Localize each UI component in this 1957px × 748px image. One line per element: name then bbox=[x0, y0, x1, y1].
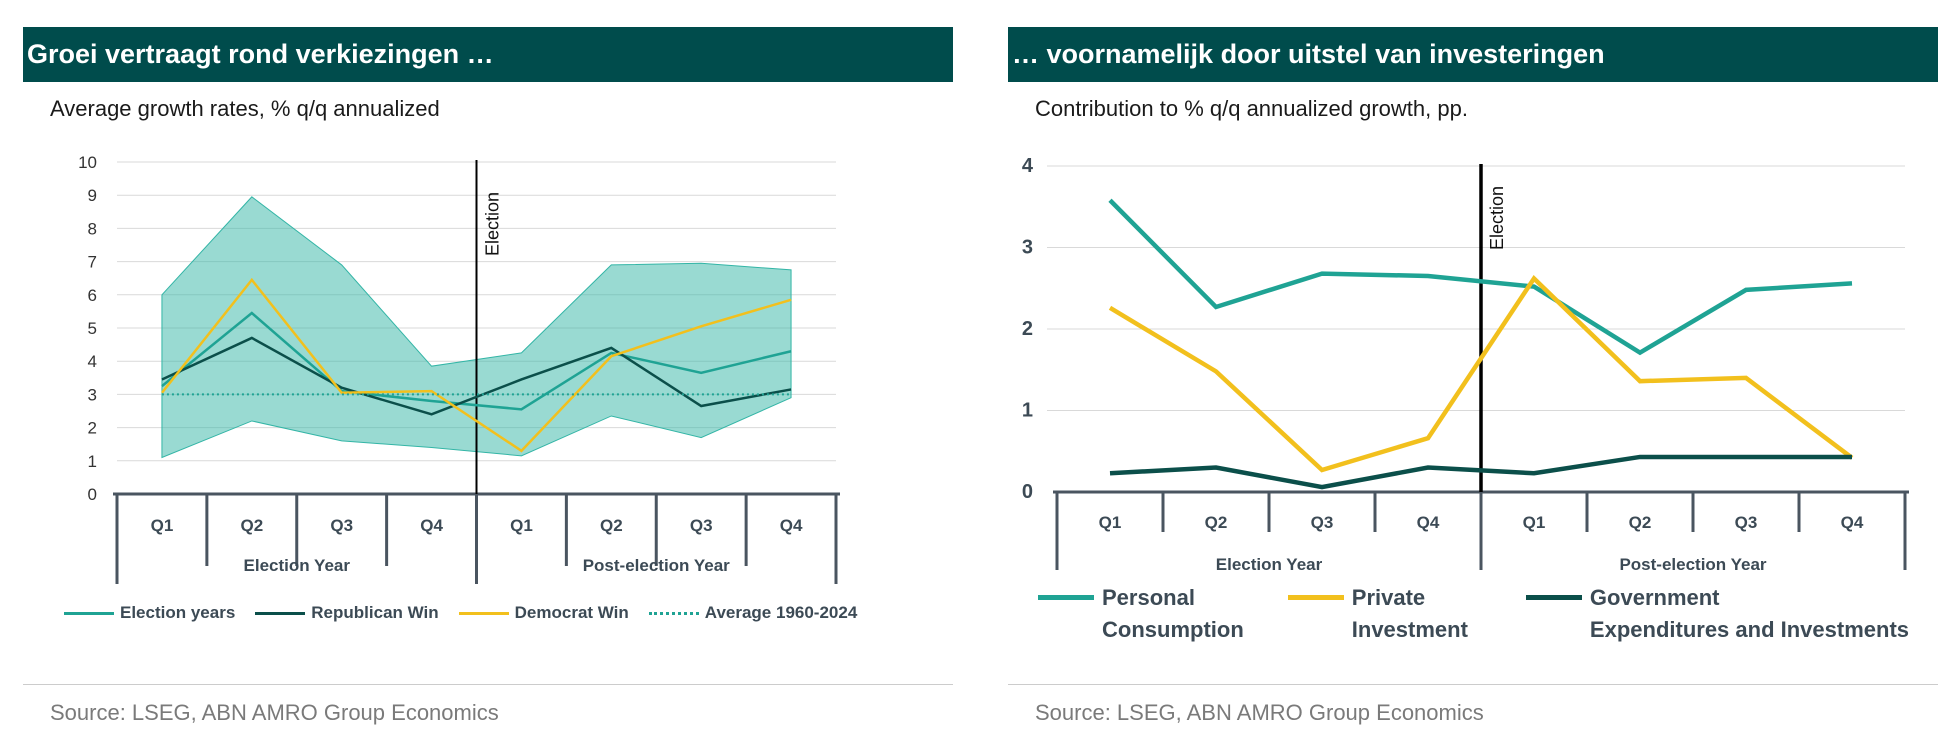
legend-item: Republican Win bbox=[255, 603, 439, 623]
legend-item: Election years bbox=[64, 603, 235, 623]
legend-label: Personal Consumption bbox=[1102, 582, 1244, 646]
y-tick-label: 2 bbox=[1022, 318, 1033, 340]
y-tick-label: 5 bbox=[88, 319, 97, 338]
legend-item: Government Expenditures and Investments bbox=[1525, 582, 1909, 646]
legend-swatch bbox=[1525, 595, 1582, 600]
x-group-label: Election Year bbox=[1216, 555, 1323, 574]
legend-item: Average 1960-2024 bbox=[648, 603, 858, 623]
x-category-label: Q2 bbox=[1205, 513, 1228, 532]
right-chart-title: … voornamelijk door uitstel van invester… bbox=[1008, 27, 1938, 82]
left-chart-subtitle: Average growth rates, % q/q annualized bbox=[50, 96, 440, 121]
y-tick-label: 3 bbox=[1022, 237, 1033, 259]
x-category-label: Q3 bbox=[1311, 513, 1334, 532]
x-category-label: Q1 bbox=[510, 516, 533, 535]
left-chart-legend: Election years Republican Win Democrat Win… bbox=[64, 603, 877, 623]
y-tick-label: 2 bbox=[88, 419, 97, 438]
x-category-label: Q2 bbox=[1629, 513, 1652, 532]
series-line-2 bbox=[1109, 454, 1852, 490]
y-tick-label: 3 bbox=[88, 385, 97, 404]
x-category-label: Q4 bbox=[1841, 513, 1864, 532]
y-tick-label: 10 bbox=[78, 153, 97, 172]
y-tick-label: 6 bbox=[88, 286, 97, 305]
series-line-0 bbox=[1108, 198, 1853, 356]
x-category-label: Q3 bbox=[1735, 513, 1758, 532]
x-category-label: Q3 bbox=[330, 516, 353, 535]
y-tick-label: 1 bbox=[1022, 400, 1033, 422]
series-line-0 bbox=[161, 311, 792, 411]
x-category-label: Q1 bbox=[1099, 513, 1122, 532]
left-chart-panel: Groei vertraagt rond verkiezingen … Aver… bbox=[0, 0, 960, 748]
legend-label-line: Consumption bbox=[1102, 617, 1244, 642]
x-group-label: Election Year bbox=[244, 556, 351, 575]
y-tick-label: 0 bbox=[88, 485, 97, 504]
y-tick-label: 1 bbox=[88, 452, 97, 471]
legend-label: Government Expenditures and Investments bbox=[1590, 582, 1909, 646]
right-chart-plot: 0 1 2 3 4 Election Q1 Q2 Q3 Q4 Q1 Q2 Q3 Q4 Election Ye… bbox=[1022, 155, 1909, 574]
legend-label: Democrat Win bbox=[514, 603, 629, 622]
x-category-label: Q4 bbox=[780, 516, 803, 535]
legend-label-line: Investment bbox=[1351, 617, 1468, 642]
range-band bbox=[161, 196, 792, 459]
legend-label-line: Expenditures and Investments bbox=[1589, 617, 1910, 642]
y-tick-label: 0 bbox=[1022, 481, 1033, 503]
legend-label-line: Government bbox=[1589, 585, 1720, 610]
series-line-1 bbox=[1108, 274, 1854, 473]
right-source-divider bbox=[1008, 684, 1938, 685]
x-category-label: Q1 bbox=[151, 516, 174, 535]
legend-label-line: Private bbox=[1351, 585, 1426, 610]
y-tick-label: 7 bbox=[88, 253, 97, 272]
y-tick-label: 4 bbox=[1022, 155, 1034, 177]
election-annotation: Election bbox=[483, 192, 503, 256]
x-category-label: Q2 bbox=[600, 516, 623, 535]
left-source-note: Source: LSEG, ABN AMRO Group Economics bbox=[50, 700, 499, 725]
legend-label: Average 1960-2024 bbox=[704, 603, 858, 622]
right-chart-legend: Personal Consumption Private Investment Gove… bbox=[1038, 582, 1909, 646]
series-line-1 bbox=[161, 336, 792, 416]
right-source-note: Source: LSEG, ABN AMRO Group Economics bbox=[1035, 700, 1484, 725]
legend-label: Election years bbox=[120, 603, 236, 622]
legend-label: Republican Win bbox=[311, 603, 439, 622]
x-category-label: Q1 bbox=[1523, 513, 1546, 532]
left-source-divider bbox=[23, 684, 953, 685]
y-tick-label: 4 bbox=[88, 352, 97, 371]
left-chart-title: Groei vertraagt rond verkiezingen … bbox=[23, 27, 953, 82]
series-line-2 bbox=[160, 277, 792, 453]
y-tick-label: 8 bbox=[88, 219, 97, 238]
x-category-label: Q2 bbox=[240, 516, 263, 535]
legend-swatch bbox=[1038, 595, 1094, 600]
y-tick-label: 9 bbox=[88, 186, 97, 205]
right-chart-panel: … voornamelijk door uitstel van invester… bbox=[1000, 0, 1957, 748]
x-category-label: Q4 bbox=[420, 516, 443, 535]
legend-swatch bbox=[255, 611, 306, 615]
x-category-label: Q3 bbox=[690, 516, 713, 535]
legend-item: Democrat Win bbox=[458, 603, 629, 623]
left-chart-plot: 0 1 2 3 4 5 6 7 8 9 10 Election Q1 Q2 Q3 Q4 Q1 Q2 Q3 Q4 Elec… bbox=[78, 153, 840, 584]
legend-swatch bbox=[64, 611, 114, 615]
x-category-label: Q4 bbox=[1417, 513, 1440, 532]
x-group-label: Post-election Year bbox=[583, 556, 730, 575]
legend-label: Private Investment bbox=[1352, 582, 1468, 646]
right-chart-subtitle: Contribution to % q/q annualized growth,… bbox=[1035, 96, 1468, 121]
legend-label-line: Personal bbox=[1102, 585, 1195, 610]
legend-swatch bbox=[1287, 595, 1344, 600]
election-annotation: Election bbox=[1487, 186, 1507, 250]
legend-item: Private Investment bbox=[1287, 582, 1468, 646]
legend-item: Personal Consumption bbox=[1038, 582, 1244, 646]
legend-swatch bbox=[458, 611, 509, 615]
x-group-label: Post-election Year bbox=[1619, 555, 1766, 574]
legend-swatch bbox=[648, 611, 699, 615]
